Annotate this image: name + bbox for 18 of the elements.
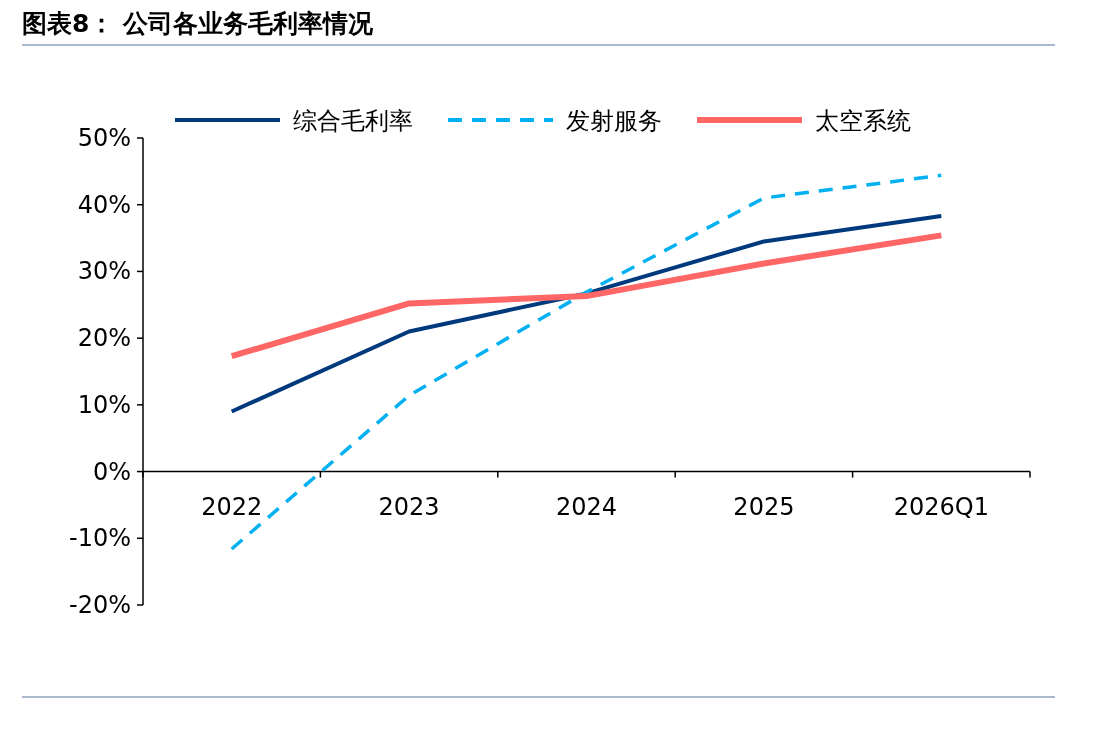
y-tick-label: 10% [77,390,131,419]
y-tick-label: -20% [68,591,131,619]
x-tick-label: 2023 [378,492,440,521]
x-tick-label: 2025 [733,492,795,521]
y-tick-label: 0% [92,457,131,486]
y-tick-label: 30% [77,257,131,286]
x-tick-label: 2022 [201,492,263,521]
y-tick-label: 40% [77,190,131,219]
y-tick-label: 50% [77,124,131,152]
chart-title: 图表8： 公司各业务毛利率情况 [22,9,375,38]
y-tick-label: -10% [68,524,131,553]
x-tick-label: 2024 [555,492,618,521]
y-tick-label: 20% [77,324,131,353]
x-tick-label: 2026Q1 [893,492,989,521]
legend-label: 综合毛利率 [293,107,413,135]
legend-label: 发射服务 [566,107,662,135]
legend-label: 太空系统 [815,107,911,135]
line-series [229,214,944,414]
